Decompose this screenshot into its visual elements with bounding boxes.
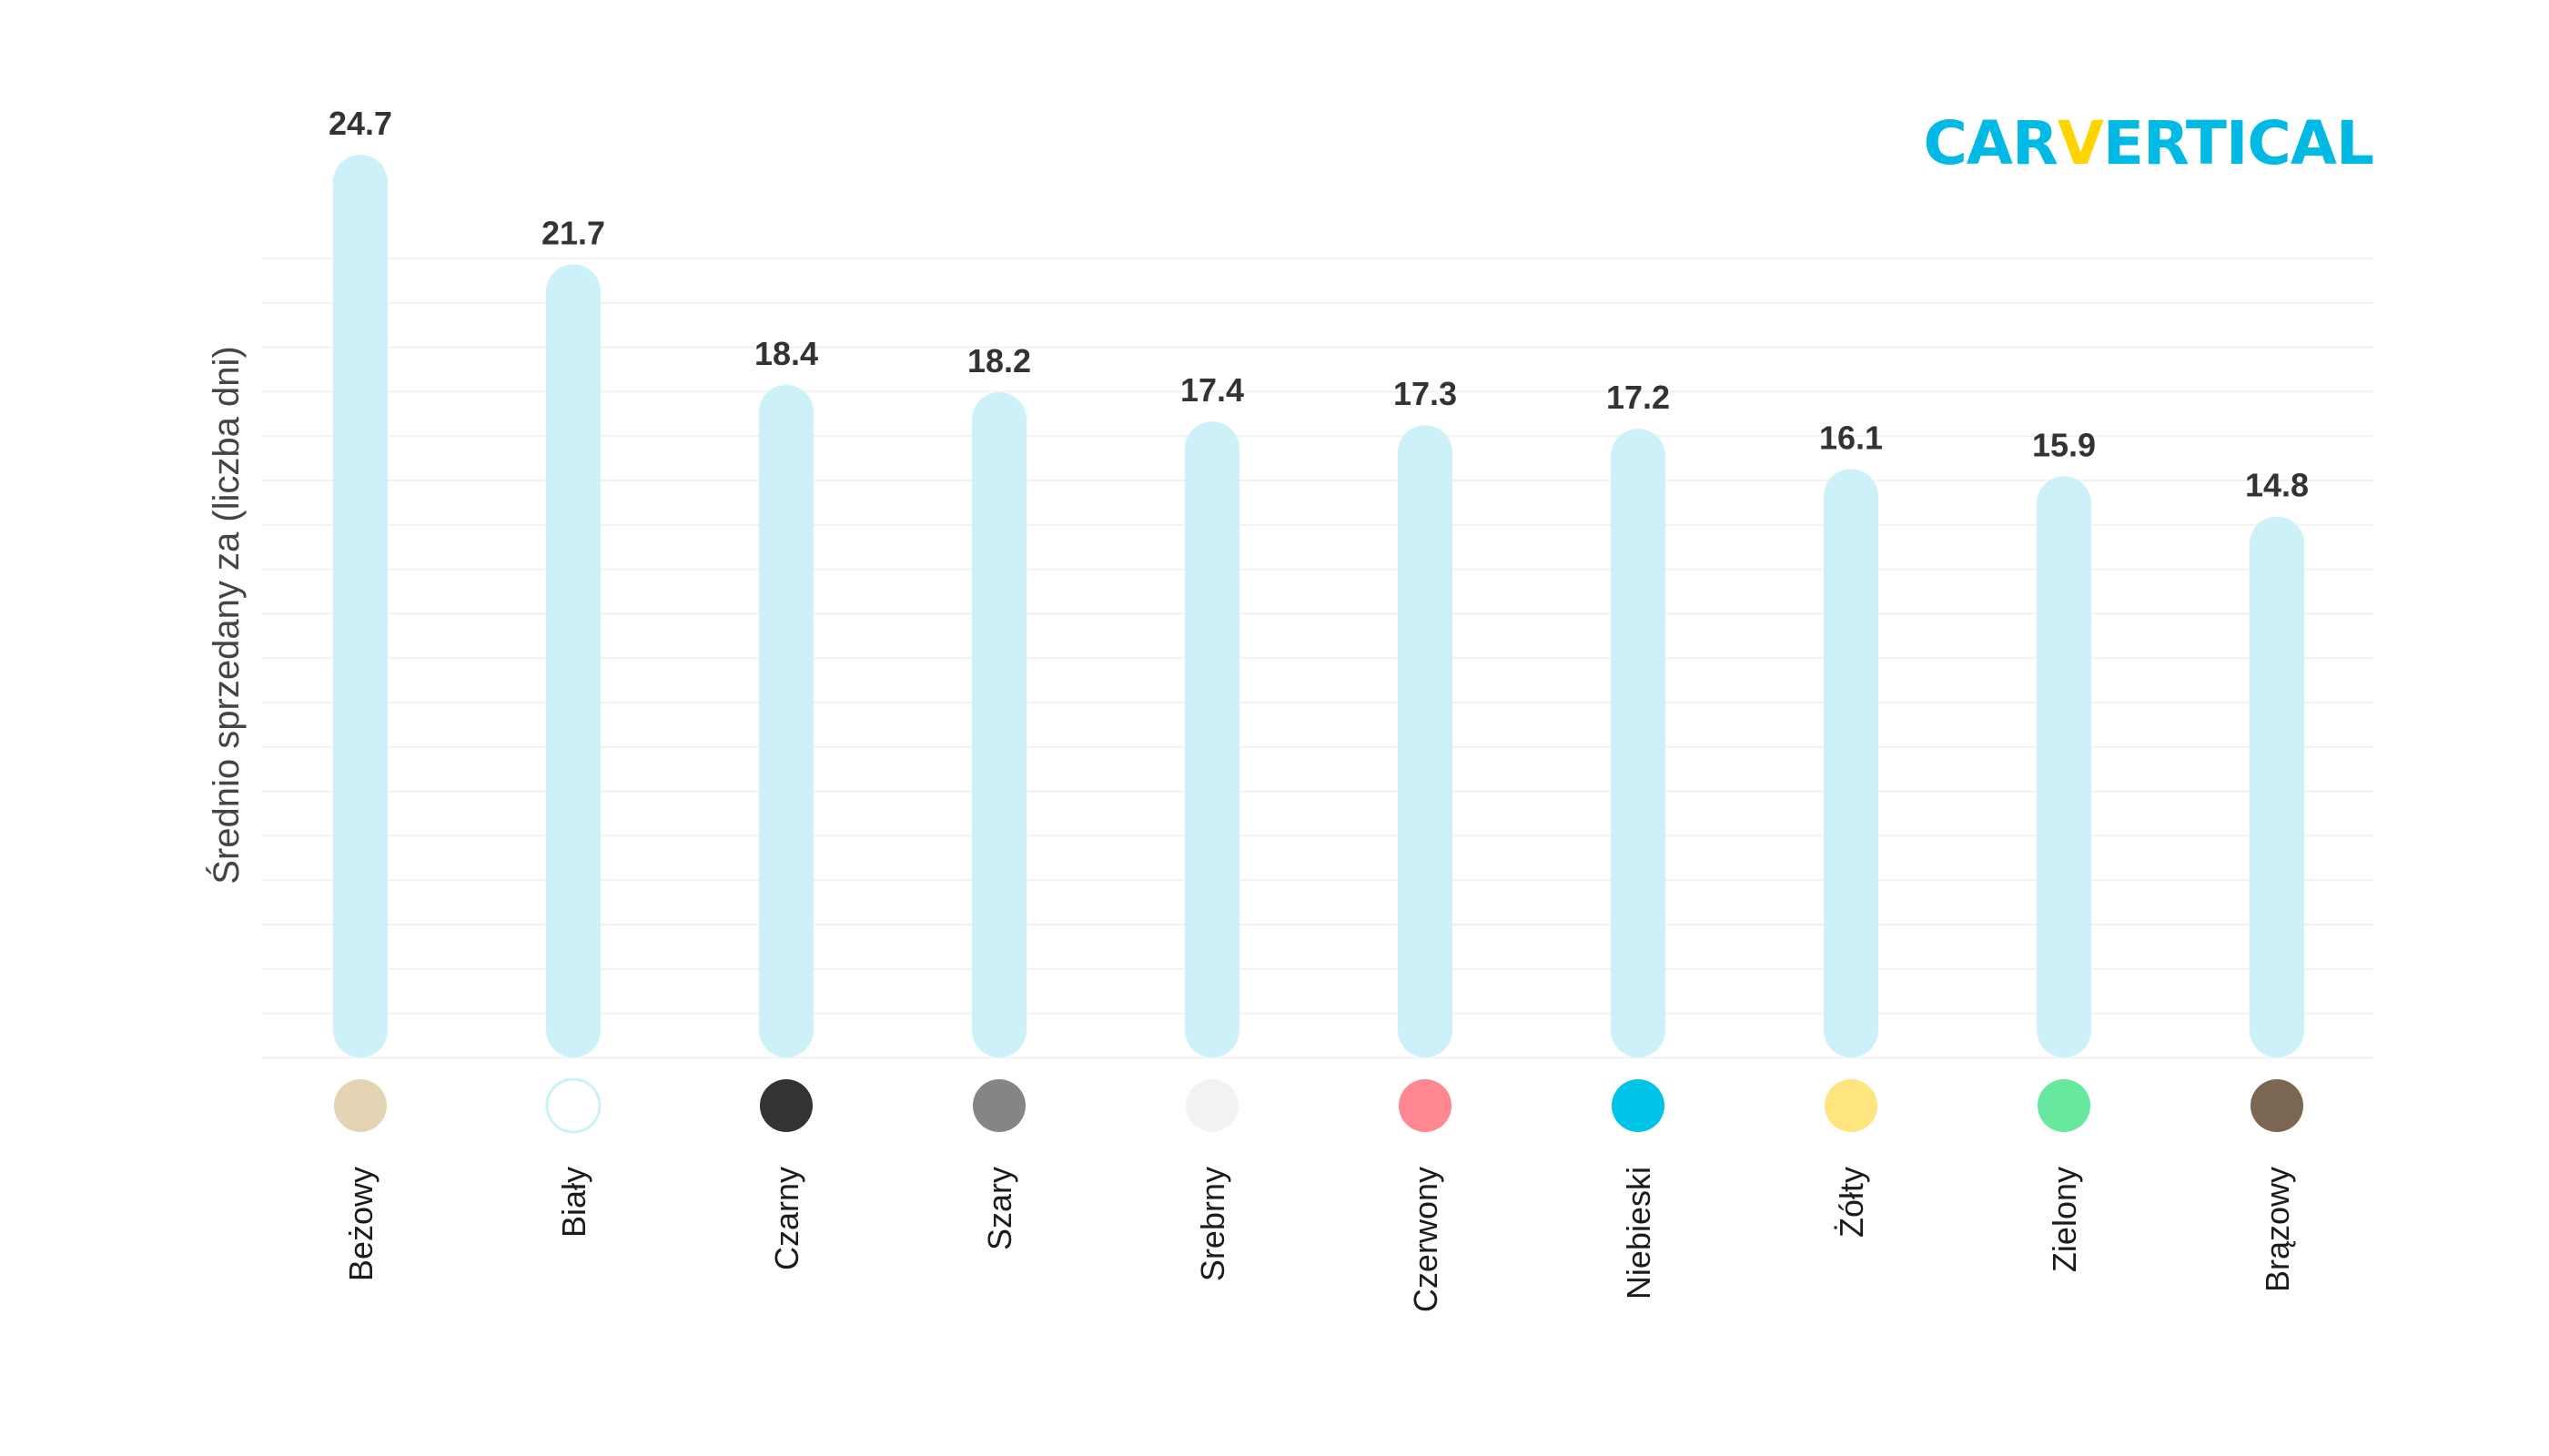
value-label: 17.4 bbox=[1180, 371, 1244, 409]
category-labels: Beżowy Biały Czarny Szary Srebrny Czerwony Nie… bbox=[342, 1167, 2296, 1312]
value-label: 18.2 bbox=[967, 342, 1031, 379]
value-label: 17.2 bbox=[1606, 379, 1670, 416]
gridlines bbox=[262, 258, 2373, 1059]
value-label: 15.9 bbox=[2032, 426, 2096, 463]
value-label: 17.3 bbox=[1393, 375, 1457, 412]
color-swatch bbox=[2251, 1079, 2303, 1132]
y-axis-title: Średnio sprzedany za (liczba dni) bbox=[205, 346, 247, 884]
color-swatch bbox=[334, 1079, 387, 1132]
category-label: Biały bbox=[555, 1167, 592, 1238]
value-label: 14.8 bbox=[2245, 467, 2309, 504]
bar bbox=[1185, 421, 1239, 1057]
color-swatch bbox=[1186, 1079, 1239, 1132]
bar bbox=[1398, 425, 1452, 1058]
bar bbox=[759, 385, 814, 1057]
color-swatch bbox=[1399, 1079, 1452, 1132]
category-label: Brązowy bbox=[2259, 1167, 2296, 1292]
value-label: 18.4 bbox=[754, 335, 818, 372]
logo-ertical-text: ERTICAL bbox=[2103, 108, 2373, 178]
category-label: Srebrny bbox=[1194, 1167, 1231, 1281]
bar bbox=[972, 392, 1027, 1058]
bar bbox=[546, 264, 601, 1057]
value-labels: 24.7 21.7 18.4 18.2 17.4 17.3 17.2 16.1 15.9 14.8 bbox=[329, 105, 2309, 504]
logo-car-text: CAR bbox=[1923, 108, 2058, 178]
category-label: Beżowy bbox=[342, 1167, 379, 1281]
color-swatch bbox=[1612, 1079, 1664, 1132]
bar bbox=[1611, 429, 1665, 1057]
color-swatch bbox=[760, 1079, 813, 1132]
value-label: 24.7 bbox=[329, 105, 392, 142]
bar bbox=[333, 155, 388, 1057]
category-label: Czarny bbox=[768, 1167, 805, 1270]
bars bbox=[333, 155, 2304, 1058]
logo-v-text: V bbox=[2058, 108, 2104, 178]
bar bbox=[2037, 476, 2091, 1057]
category-label: Zielony bbox=[2046, 1167, 2083, 1272]
value-label: 16.1 bbox=[1819, 419, 1883, 456]
color-swatch bbox=[973, 1079, 1026, 1132]
category-label: Żółty bbox=[1833, 1167, 1870, 1238]
bar bbox=[2250, 516, 2304, 1057]
value-label: 21.7 bbox=[541, 214, 605, 251]
category-label: Czerwony bbox=[1407, 1167, 1444, 1312]
color-swatch bbox=[545, 1077, 602, 1134]
bar bbox=[1824, 469, 1878, 1057]
category-label: Niebieski bbox=[1620, 1167, 1657, 1299]
category-label: Szary bbox=[981, 1167, 1018, 1250]
color-swatch bbox=[1825, 1079, 1877, 1132]
color-swatches bbox=[334, 1077, 2303, 1134]
color-swatch bbox=[2038, 1079, 2090, 1132]
carvertical-logo: CARVERTICAL bbox=[1923, 108, 2373, 178]
